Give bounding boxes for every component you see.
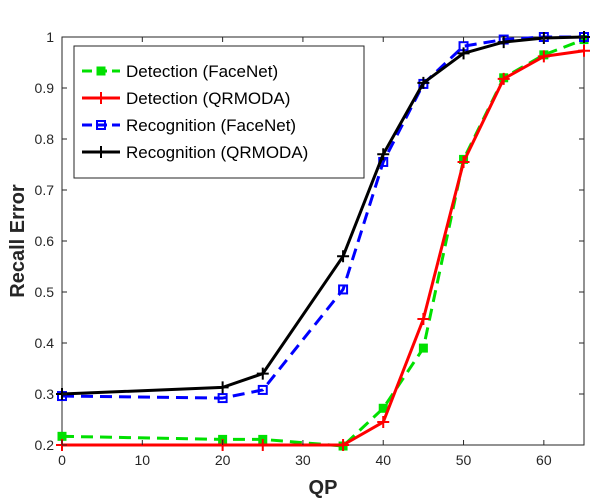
series-2-line <box>62 49 585 447</box>
legend-label: Detection (QRMODA) <box>126 89 290 108</box>
y-tick-label: 0.8 <box>35 131 55 147</box>
legend-entry-3: Recognition (FaceNet) <box>82 116 296 135</box>
y-tick-label: 0.3 <box>35 386 55 402</box>
legend-entry-4: Recognition (QRMODA) <box>82 143 308 162</box>
series-2-point <box>377 416 390 429</box>
series-2-point <box>578 44 590 57</box>
legend-box <box>73 45 365 179</box>
series-4-point <box>216 381 229 394</box>
y-tick-label: 1 <box>46 29 54 45</box>
legend-label: Recognition (QRMODA) <box>126 143 308 162</box>
series-3-point <box>257 384 268 395</box>
series-layer <box>56 31 590 451</box>
series-2 <box>56 44 590 451</box>
y-tick-label: 0.4 <box>35 335 55 351</box>
series-3-line <box>61 35 584 400</box>
series-4-point <box>457 47 470 60</box>
series-2-point <box>337 439 350 451</box>
y-tick-label: 0.7 <box>35 182 55 198</box>
axis-layer: 0 10 20 30 40 50 60 0.2 0.3 0.4 0.5 0.6 0.7 0.8 0.9 1 <box>35 29 584 468</box>
legend-entry-2: Detection (QRMODA) <box>82 89 290 108</box>
series-2-point <box>537 50 550 63</box>
series-4-point <box>417 76 430 89</box>
series-2-point <box>417 313 430 326</box>
x-tick-label: 60 <box>536 452 552 468</box>
x-tick-label: 20 <box>215 452 231 468</box>
x-tick-label: 30 <box>295 452 311 468</box>
series-4-point <box>377 148 390 161</box>
x-tick-label: 50 <box>456 452 472 468</box>
y-tick-label: 0.2 <box>35 437 55 453</box>
y-tick-label: 0.5 <box>35 284 55 300</box>
y-tick-label: 0.9 <box>35 80 55 96</box>
legend: Detection (FaceNet) Detection (QRMODA) Rec… <box>73 45 365 179</box>
series-4-line <box>61 35 585 396</box>
series-4-point <box>497 36 510 49</box>
series-3-point <box>338 284 349 295</box>
legend-swatch-marker <box>96 66 106 76</box>
series-4-point <box>256 367 269 380</box>
series-2-point <box>457 155 470 168</box>
legend-label: Recognition (FaceNet) <box>126 116 296 135</box>
y-tick-label: 0.6 <box>35 233 55 249</box>
legend-swatch-marker <box>95 92 107 104</box>
series-4-point <box>337 250 350 263</box>
series-2-point <box>256 439 269 451</box>
series-2-point <box>497 72 510 85</box>
legend-label: Detection (FaceNet) <box>126 62 278 81</box>
series-1-point <box>418 343 428 353</box>
legend-swatch-marker <box>95 146 107 158</box>
y-axis-title: Recall Error <box>7 184 29 298</box>
series-3-point <box>217 393 228 404</box>
x-tick-label: 0 <box>58 452 66 468</box>
series-4 <box>56 31 590 400</box>
legend-entry-1: Detection (FaceNet) <box>82 62 278 81</box>
series-1-line <box>61 38 585 448</box>
x-axis-title: QP <box>309 477 338 499</box>
legend-swatch-marker <box>96 120 106 130</box>
x-tick-label: 40 <box>375 452 391 468</box>
x-tick-label: 10 <box>135 452 151 468</box>
